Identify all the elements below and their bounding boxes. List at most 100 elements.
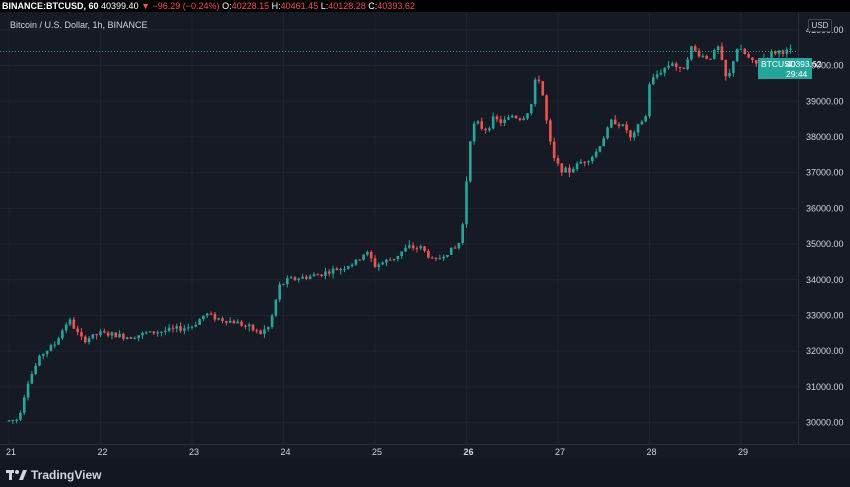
- candle-body: [495, 116, 499, 120]
- candle-body: [667, 65, 670, 68]
- candle-body: [556, 158, 560, 164]
- currency-button[interactable]: USD: [808, 19, 832, 32]
- candlestick-chart[interactable]: 30000.00 31000.00 32000.00 33000.00 34000.00…: [0, 0, 850, 458]
- candle-body: [114, 332, 118, 338]
- candle-body: [754, 60, 758, 64]
- candle-body: [434, 257, 438, 259]
- candle-body: [545, 95, 548, 121]
- x-tick-label: 25: [372, 447, 382, 457]
- candle-body: [57, 338, 60, 345]
- candle-body: [697, 50, 701, 57]
- candle-body: [400, 251, 403, 256]
- x-tick-label: 29: [738, 447, 748, 457]
- tradingview-logo[interactable]: TradingView: [6, 468, 101, 482]
- candle-body: [469, 141, 472, 182]
- candle-body: [64, 324, 68, 331]
- candle-body: [476, 121, 480, 124]
- candle-body: [404, 247, 407, 252]
- candle-body: [564, 167, 567, 173]
- candle-body: [617, 124, 621, 126]
- candle-body: [655, 74, 659, 78]
- candle-body: [99, 331, 102, 336]
- symbol-header: BINANCE:BTCUSD, 60 40399.40 ▼ −96.29 (−0…: [0, 0, 850, 12]
- candle-body: [179, 326, 182, 331]
- y-tick-label: 31000.00: [806, 382, 844, 392]
- candle-body: [438, 258, 442, 260]
- candle-body: [373, 258, 377, 267]
- candle-body: [591, 156, 594, 162]
- candle-body: [106, 332, 110, 336]
- candle-body: [442, 256, 445, 259]
- candle-body: [632, 132, 636, 138]
- candle-body: [739, 48, 743, 50]
- candle-body: [674, 63, 678, 67]
- candle-body: [186, 327, 190, 329]
- candle-body: [484, 128, 487, 131]
- candle-body: [636, 124, 640, 133]
- candle-body: [228, 320, 232, 323]
- candle-body: [724, 59, 728, 77]
- candle-body: [190, 326, 194, 328]
- chart-pane[interactable]: [0, 12, 798, 444]
- candle-body: [449, 247, 453, 255]
- candle-body: [331, 268, 335, 274]
- candle-body: [369, 252, 373, 259]
- candle-body: [613, 119, 617, 125]
- candle-body: [255, 330, 259, 332]
- candle-body: [411, 245, 415, 249]
- candle-body: [251, 324, 255, 331]
- candle-body: [274, 299, 278, 316]
- close-value: 40393.62: [377, 1, 415, 11]
- candle-body: [270, 315, 274, 327]
- candle-body: [183, 328, 186, 331]
- candle-body: [343, 268, 346, 270]
- candle-body: [423, 246, 426, 251]
- candle-body: [286, 278, 289, 285]
- candle-body: [80, 332, 83, 337]
- candle-body: [137, 335, 140, 339]
- candle-body: [72, 319, 76, 329]
- candle-body: [198, 319, 201, 325]
- candle-body: [87, 338, 91, 343]
- y-tick-label: 40000.00: [806, 61, 844, 71]
- candle-body: [244, 325, 247, 327]
- candle-body: [533, 79, 537, 105]
- symbol-name[interactable]: BINANCE:BTCUSD, 60: [2, 1, 99, 11]
- candle-body: [682, 67, 686, 69]
- candle-body: [160, 331, 163, 333]
- y-tick-label: 30000.00: [806, 418, 844, 428]
- y-tick-label: 39000.00: [806, 96, 844, 106]
- candle-body: [575, 163, 579, 170]
- candle-body: [777, 50, 781, 54]
- price-scale[interactable]: [798, 12, 850, 444]
- candle-body: [381, 262, 384, 265]
- y-axis-ticks: 30000.00 31000.00 32000.00 33000.00 34000.00…: [806, 25, 844, 428]
- candle-body: [221, 318, 224, 322]
- candle-body: [396, 255, 400, 259]
- last-price-tag: BTCUSD 40393.62 29:44: [758, 58, 821, 79]
- candle-body: [705, 55, 708, 59]
- close-label: C:: [368, 1, 378, 11]
- candle-body: [118, 333, 121, 338]
- time-scale[interactable]: [0, 444, 850, 458]
- candle-body: [709, 58, 712, 60]
- candle-body: [301, 276, 304, 279]
- candle-body: [83, 336, 87, 343]
- candle-body: [526, 113, 529, 119]
- candle-body: [693, 46, 697, 51]
- candle-body: [446, 254, 449, 257]
- candle-body: [148, 331, 152, 333]
- candle-body: [507, 117, 510, 120]
- candle-body: [217, 318, 220, 320]
- x-tick-label: 27: [555, 447, 565, 457]
- candle-body: [312, 274, 316, 277]
- candle-body: [392, 258, 396, 260]
- candle-body: [95, 334, 98, 336]
- candle-body: [537, 79, 541, 82]
- candle-body: [640, 121, 644, 125]
- candle-body: [716, 46, 720, 50]
- candle-body: [457, 242, 461, 249]
- high-value: 40461.45: [280, 1, 319, 11]
- candle-body: [103, 331, 106, 333]
- candle-body: [488, 128, 491, 131]
